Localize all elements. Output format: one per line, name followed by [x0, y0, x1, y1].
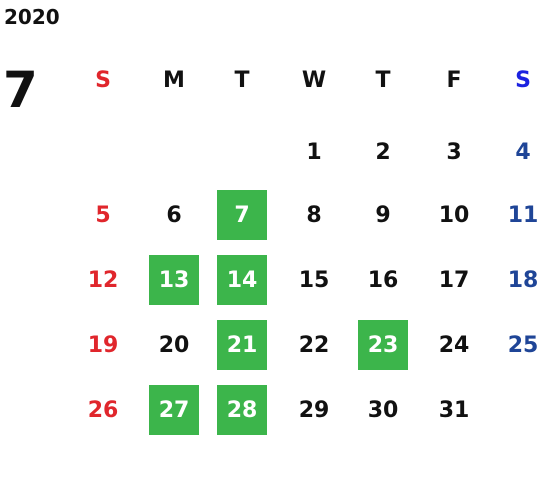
highlighted-day: 14: [217, 255, 267, 305]
day: 4: [515, 139, 531, 165]
day: 18: [507, 267, 539, 293]
day: 2: [375, 139, 391, 165]
year: 2020: [4, 5, 60, 29]
day: 12: [87, 267, 119, 293]
day: 30: [367, 397, 399, 423]
highlighted-day: 28: [217, 385, 267, 435]
day: 22: [298, 332, 330, 358]
day: 24: [438, 332, 470, 358]
day: 3: [446, 139, 462, 165]
weekday-header: F: [446, 67, 462, 93]
day: 8: [306, 202, 322, 228]
weekday-header: M: [163, 67, 185, 93]
month: 7: [3, 61, 38, 119]
day: 15: [298, 267, 330, 293]
day: 25: [507, 332, 539, 358]
day: 11: [507, 202, 539, 228]
highlighted-day: 27: [149, 385, 199, 435]
highlighted-day: 23: [358, 320, 408, 370]
day: 29: [298, 397, 330, 423]
day: 31: [438, 397, 470, 423]
weekday-header: S: [515, 67, 531, 93]
day: 6: [166, 202, 182, 228]
weekday-header: T: [375, 67, 391, 93]
day: 19: [87, 332, 119, 358]
weekday-header: W: [301, 67, 327, 93]
weekday-header: T: [234, 67, 250, 93]
highlighted-day: 7: [217, 190, 267, 240]
day: 20: [158, 332, 190, 358]
highlighted-day: 13: [149, 255, 199, 305]
day: 17: [438, 267, 470, 293]
day: 5: [95, 202, 111, 228]
day: 1: [306, 139, 322, 165]
weekday-header: S: [95, 67, 111, 93]
day: 26: [87, 397, 119, 423]
highlighted-day: 21: [217, 320, 267, 370]
day: 10: [438, 202, 470, 228]
day: 9: [375, 202, 391, 228]
day: 16: [367, 267, 399, 293]
